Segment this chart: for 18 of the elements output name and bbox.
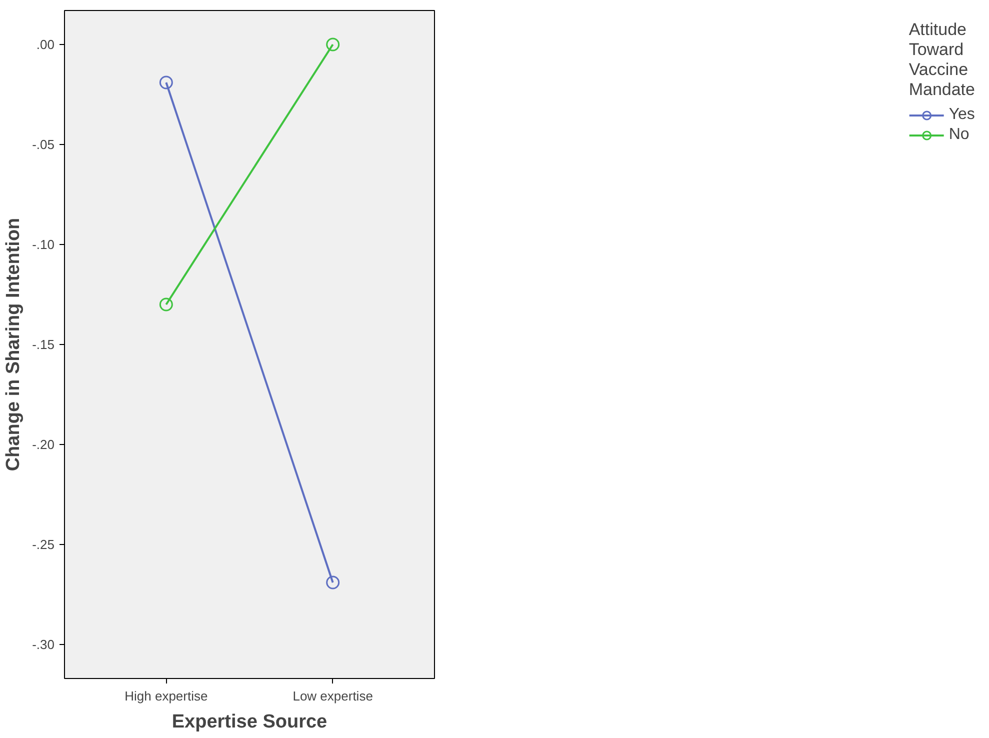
y-tick-label: -.20: [32, 437, 55, 452]
legend-title: Attitude Toward Vaccine Mandate: [908, 20, 975, 100]
y-tick-label: -.05: [32, 137, 55, 152]
y-tick-label: -.25: [32, 537, 55, 552]
x-axis-title: Expertise Source: [172, 712, 328, 732]
legend-label: Yes: [948, 106, 975, 124]
point: [159, 76, 173, 90]
point: [326, 38, 340, 52]
point: [159, 298, 173, 312]
y-tick-label: -.10: [32, 237, 55, 252]
y-tick-label: .00: [36, 37, 55, 52]
y-axis-title: Change in Sharing Intention: [3, 218, 24, 472]
point: [326, 576, 340, 590]
y-tick-label: -.30: [32, 637, 55, 652]
x-tick-label: High expertise: [124, 688, 208, 704]
y-tick-label: -.15: [32, 337, 55, 352]
legend-label: No: [948, 126, 970, 144]
x-tick-label: Low expertise: [292, 688, 373, 704]
